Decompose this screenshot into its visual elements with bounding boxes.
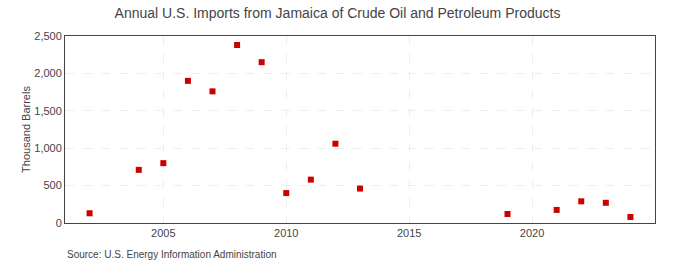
svg-text:2020: 2020 — [520, 227, 544, 239]
svg-text:2015: 2015 — [397, 227, 421, 239]
svg-text:Annual U.S. Imports from Jamai: Annual U.S. Imports from Jamaica of Crud… — [115, 5, 561, 21]
svg-text:500: 500 — [43, 179, 61, 191]
svg-text:2,000: 2,000 — [34, 67, 62, 79]
svg-text:2010: 2010 — [274, 227, 298, 239]
svg-text:1,500: 1,500 — [34, 105, 62, 117]
svg-text:1,000: 1,000 — [34, 142, 62, 154]
svg-text:Source: U.S. Energy Informatio: Source: U.S. Energy Information Administ… — [67, 249, 277, 260]
svg-text:2,500: 2,500 — [34, 30, 62, 42]
svg-text:2005: 2005 — [151, 227, 175, 239]
svg-text:0: 0 — [56, 217, 62, 229]
svg-text:Thousand Barrels: Thousand Barrels — [20, 86, 32, 173]
